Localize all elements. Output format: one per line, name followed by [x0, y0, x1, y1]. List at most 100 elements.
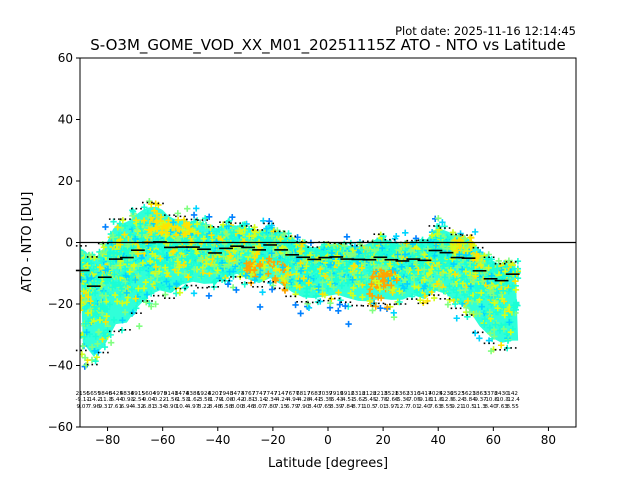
scatter-point [124, 294, 132, 301]
scatter-point [351, 262, 358, 270]
scatter-point [296, 248, 303, 255]
bin-std-label: 7.63 [495, 404, 508, 410]
scatter-point [223, 236, 230, 243]
scatter-point [427, 266, 435, 273]
scatter-point [398, 263, 405, 271]
scatter-point [160, 245, 167, 253]
scatter-point [273, 270, 280, 278]
scatter-point [436, 226, 443, 233]
scatter-point [428, 232, 436, 239]
scatter-point [328, 295, 335, 303]
scatter-point [446, 296, 453, 303]
scatter-point [408, 263, 416, 270]
scatter-point [82, 296, 89, 304]
scatter-point [345, 320, 352, 328]
scatter-point [126, 279, 134, 286]
scatter-point [277, 235, 284, 243]
scatter-point [500, 304, 507, 311]
scatter-point [303, 262, 310, 270]
scatter-point [336, 301, 344, 308]
scatter-point [122, 278, 129, 285]
scatter-point [81, 363, 89, 370]
scatter-point [328, 249, 336, 257]
bin-std-label: 9.07 [77, 404, 90, 410]
scatter-point [512, 286, 520, 294]
bin-mean-label: -0.93 [120, 397, 135, 403]
scatter-point [161, 264, 169, 271]
scatter-point [303, 292, 310, 300]
scatter-point [421, 282, 429, 290]
scatter-point [199, 270, 207, 277]
scatter-point [144, 210, 152, 217]
bin-mean-label: -2.66 [384, 397, 399, 403]
y-tick-label: −60 [48, 420, 73, 434]
scatter-point [327, 261, 335, 269]
scatter-point [394, 251, 401, 258]
bin-count-label: 4025 [428, 391, 443, 397]
bin-statistics-labels: 2156565958468425483489155604497891418474… [76, 391, 521, 410]
scatter-point [433, 280, 441, 288]
bin-mean-label: -7.05 [406, 397, 421, 403]
scatter-point [162, 232, 169, 240]
scatter-point [200, 235, 207, 242]
scatter-point [315, 283, 323, 290]
scatter-point [227, 229, 234, 237]
scatter-points [80, 197, 522, 370]
scatter-point [479, 278, 486, 285]
scatter-point [456, 251, 463, 258]
scatter-point [466, 259, 474, 266]
scatter-point [230, 247, 237, 254]
scatter-point [464, 247, 471, 255]
scatter-point [278, 257, 285, 264]
scatter-point [372, 303, 379, 310]
scatter-point [462, 268, 470, 275]
scatter-point [497, 266, 505, 274]
scatter-point [150, 256, 158, 263]
scatter-point [312, 274, 319, 281]
scatter-point [316, 265, 324, 273]
scatter-point [127, 231, 135, 238]
x-tick-label: −40 [205, 433, 230, 447]
scatter-point [330, 283, 337, 291]
scatter-point [366, 267, 373, 275]
scatter-point [88, 318, 95, 326]
scatter-point [247, 271, 255, 278]
scatter-point [160, 283, 168, 291]
scatter-point [462, 251, 470, 259]
scatter-point [80, 252, 84, 259]
bin-mean-label: -1.56 [164, 397, 179, 403]
scatter-point [228, 233, 235, 240]
bin-std-label: 7.01 [407, 404, 420, 410]
scatter-point [456, 237, 463, 245]
scatter-point [84, 262, 91, 269]
scatter-point [509, 283, 516, 291]
scatter-point [115, 231, 123, 239]
scatter-point [134, 250, 142, 258]
scatter-point [366, 297, 374, 305]
scatter-point [200, 250, 208, 258]
y-tick-label: 40 [58, 113, 73, 127]
scatter-point [333, 246, 340, 254]
scatter-point [268, 232, 276, 240]
scatter-point [503, 330, 510, 338]
scatter-point [406, 272, 414, 279]
scatter-point [432, 258, 439, 265]
scatter-point [266, 255, 273, 262]
bin-count-label: 4236 [439, 391, 454, 397]
scatter-point [441, 274, 448, 281]
scatter-point [297, 259, 304, 267]
scatter-point [290, 278, 297, 285]
bin-count-label: 9141 [164, 391, 179, 397]
bin-std-label: 6.79 [286, 404, 299, 410]
scatter-point [123, 289, 130, 297]
scatter-point [367, 249, 374, 257]
scatter-point [243, 260, 250, 267]
scatter-point [210, 279, 218, 286]
scatter-point [328, 273, 335, 281]
scatter-point [190, 290, 198, 297]
scatter-point [80, 261, 85, 268]
scatter-point [304, 300, 311, 307]
scatter-point [145, 271, 153, 279]
scatter-point [214, 267, 221, 274]
scatter-point [297, 267, 305, 275]
